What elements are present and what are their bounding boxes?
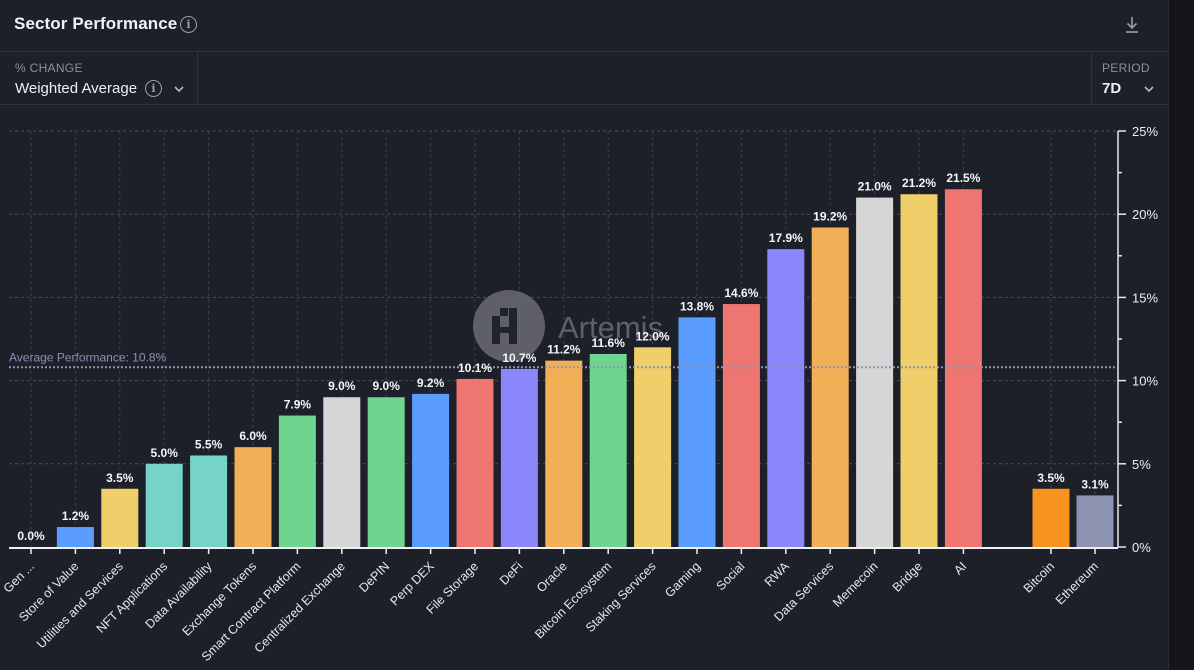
data-label: 9.2%: [417, 376, 445, 390]
data-label: 10.7%: [502, 351, 536, 365]
bar-perp-dex: [412, 393, 450, 547]
bar-utilities-and-services: [101, 488, 139, 547]
bar-data-availability: [190, 455, 228, 547]
bar-staking-services: [634, 347, 672, 547]
bar-chart: Artemis Average Performance: 10.8% 0.0% 1…: [1, 124, 1159, 664]
data-label: 11.2%: [547, 343, 581, 357]
y-tick-label: 5%: [1132, 457, 1151, 472]
average-line: Average Performance: 10.8%: [9, 350, 1116, 369]
page-title: Sector Performance: [14, 14, 178, 33]
data-label: 1.2%: [62, 509, 90, 523]
data-label: 3.5%: [106, 471, 134, 485]
data-label: 21.0%: [858, 180, 892, 194]
y-tick-label: 20%: [1132, 207, 1158, 222]
download-icon[interactable]: [1124, 15, 1140, 35]
data-label: 3.1%: [1081, 477, 1109, 491]
data-label: 0.0%: [17, 529, 45, 543]
bar-defi: [500, 368, 538, 547]
data-label: 14.6%: [724, 286, 758, 300]
period-value[interactable]: 7D: [1102, 80, 1122, 97]
bar-bitcoin-ecosystem: [589, 353, 627, 547]
bar-file-storage: [456, 378, 494, 547]
bar-nft-applications: [145, 463, 183, 547]
sector-performance-panel: Sector Performance i % CHANGE Weighted A…: [0, 0, 1168, 664]
average-performance-label: Average Performance: 10.8%: [9, 350, 167, 364]
x-tick-label: Memecoin: [830, 559, 881, 610]
metric-selector[interactable]: % CHANGE Weighted Average i: [0, 52, 198, 104]
x-tick-label: Centralized Exchange: [252, 559, 348, 655]
x-tick-label: Bridge: [890, 559, 925, 594]
bar-depin: [367, 397, 405, 547]
metric-value[interactable]: Weighted Average: [15, 80, 138, 97]
x-tick-label: DePIN: [356, 559, 392, 595]
info-icon[interactable]: i: [145, 80, 162, 97]
bar-smart-contract-platform: [278, 415, 316, 547]
scroll-gutter: [1168, 0, 1194, 670]
watermark-text: Artemis: [558, 310, 663, 345]
y-tick-label: 25%: [1132, 124, 1158, 139]
chevron-down-icon[interactable]: [1144, 86, 1154, 92]
chevron-down-icon[interactable]: [174, 86, 184, 92]
bar-ai: [944, 189, 982, 547]
x-tick-label: Gaming: [662, 559, 703, 600]
data-label: 7.9%: [284, 398, 312, 412]
bar-data-services: [811, 227, 849, 547]
y-tick-label: 0%: [1132, 540, 1151, 555]
x-tick-label: Ethereum: [1053, 559, 1101, 607]
x-tick-label: Bitcoin: [1021, 559, 1057, 595]
metric-label: % CHANGE: [15, 61, 83, 75]
bars: [56, 189, 1114, 548]
bar-oracle: [545, 360, 583, 547]
x-tick-label: RWA: [762, 559, 793, 590]
bar-social: [722, 304, 760, 547]
data-label: 21.2%: [902, 176, 936, 190]
x-tick-label: Utilities and Services: [34, 559, 126, 651]
data-labels: 0.0% 1.2% 3.5% 5.0% 5.5% 6.0% 7.9% 9.0% 9.0% 9.2%…: [17, 171, 1109, 543]
y-tick-label: 10%: [1132, 374, 1158, 389]
data-label: 17.9%: [769, 231, 803, 245]
data-label: 5.5%: [195, 437, 223, 451]
data-label: 6.0%: [239, 429, 267, 443]
x-tick-label: AI: [951, 559, 969, 577]
data-label: 9.0%: [328, 379, 356, 393]
data-label: 11.6%: [592, 336, 626, 350]
data-label: 9.0%: [373, 379, 401, 393]
bar-memecoin: [856, 197, 894, 547]
data-label: 3.5%: [1037, 471, 1065, 485]
bar-rwa: [767, 249, 805, 548]
period-selector[interactable]: PERIOD 7D: [1091, 52, 1169, 104]
bar-bridge: [900, 194, 938, 547]
period-label: PERIOD: [1102, 61, 1150, 75]
bar-centralized-exchange: [323, 397, 361, 547]
panel-header: Sector Performance i: [0, 0, 1168, 52]
chart-controls: % CHANGE Weighted Average i PERIOD 7D: [0, 52, 1168, 105]
x-tick-label: Social: [714, 559, 748, 593]
bar-store-of-value: [56, 527, 94, 547]
data-label: 13.8%: [680, 299, 714, 313]
y-tick-label: 15%: [1132, 290, 1158, 305]
artemis-watermark: Artemis: [473, 290, 663, 362]
x-tick-label: Bitcoin Ecosystem: [532, 559, 614, 641]
y-axis: 0% 5% 10% 15% 20% 25%: [1117, 124, 1158, 555]
x-tick-label: Gen ...: [1, 559, 37, 595]
data-label: 12.0%: [636, 329, 670, 343]
bar-bitcoin: [1032, 488, 1070, 547]
x-tick-label: Oracle: [534, 559, 570, 595]
bar-exchange-tokens: [234, 447, 272, 547]
data-label: 10.1%: [458, 361, 492, 375]
bar-ethereum: [1076, 495, 1114, 547]
info-icon[interactable]: i: [180, 16, 197, 33]
data-label: 21.5%: [946, 171, 980, 185]
x-tick-label: DeFi: [497, 559, 526, 588]
data-label: 5.0%: [151, 446, 179, 460]
bar-gaming: [678, 317, 716, 547]
data-label: 19.2%: [813, 210, 847, 224]
